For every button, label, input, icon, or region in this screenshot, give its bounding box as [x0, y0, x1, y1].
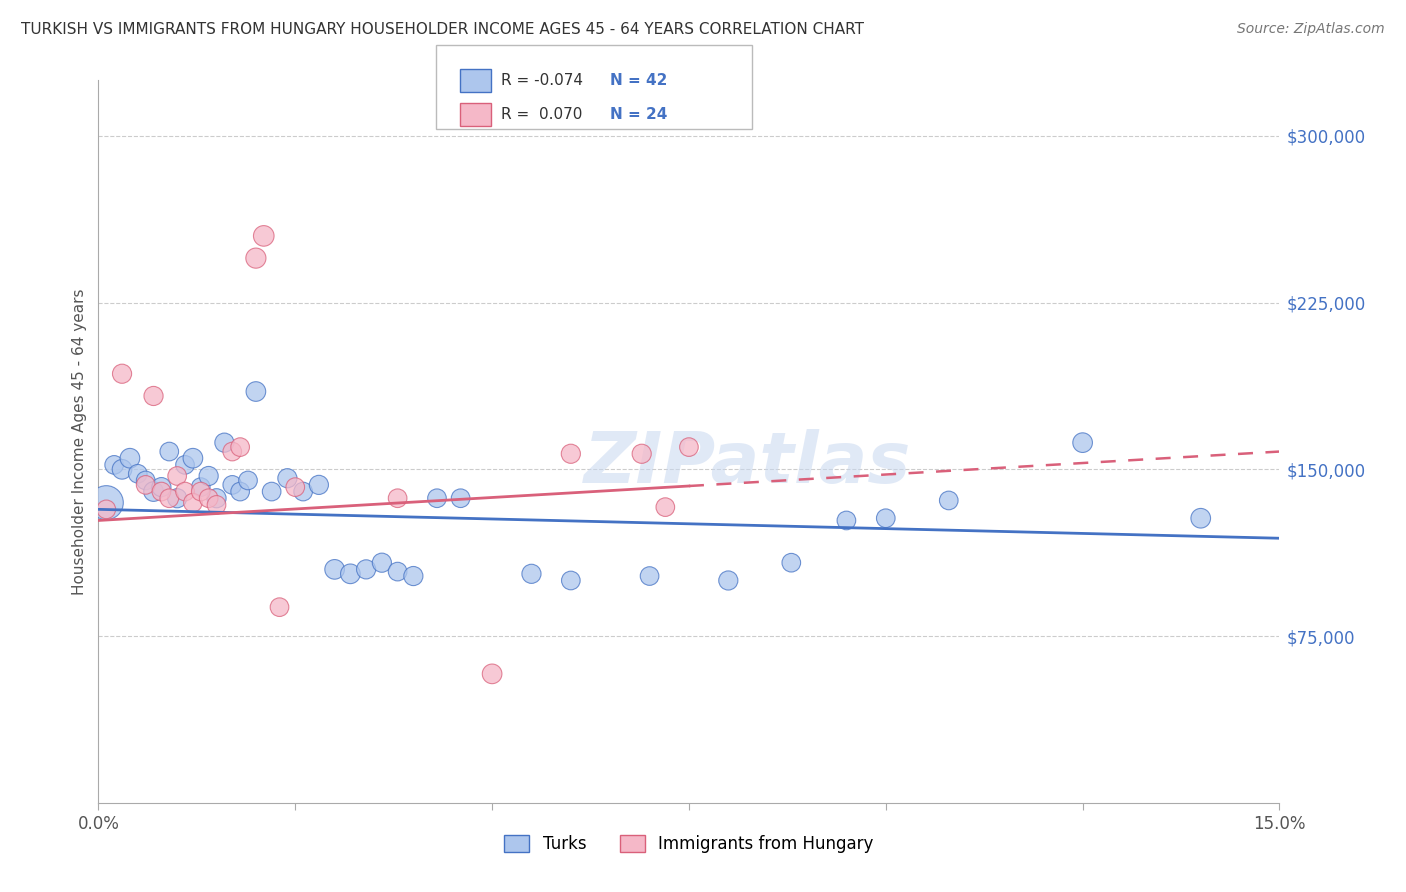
- Point: [142, 389, 165, 403]
- Text: R =  0.070: R = 0.070: [501, 107, 582, 121]
- Point: [245, 251, 267, 265]
- Point: [221, 478, 243, 492]
- Point: [387, 491, 409, 506]
- Point: [402, 569, 425, 583]
- Point: [174, 458, 197, 472]
- Point: [96, 502, 118, 516]
- Point: [560, 447, 582, 461]
- Point: [190, 484, 212, 499]
- Text: Source: ZipAtlas.com: Source: ZipAtlas.com: [1237, 22, 1385, 37]
- Point: [339, 566, 361, 581]
- Point: [520, 566, 543, 581]
- Point: [150, 484, 173, 499]
- Point: [717, 574, 740, 588]
- Point: [450, 491, 472, 506]
- Point: [205, 498, 228, 512]
- Point: [875, 511, 897, 525]
- Point: [135, 474, 157, 488]
- Point: [111, 462, 134, 476]
- Point: [269, 600, 291, 615]
- Point: [354, 562, 377, 576]
- Point: [245, 384, 267, 399]
- Point: [150, 480, 173, 494]
- Point: [118, 451, 141, 466]
- Point: [166, 491, 188, 506]
- Point: [654, 500, 676, 515]
- Text: N = 42: N = 42: [610, 73, 668, 87]
- Point: [127, 467, 149, 481]
- Point: [560, 574, 582, 588]
- Point: [214, 435, 236, 450]
- Point: [253, 228, 276, 243]
- Point: [197, 491, 219, 506]
- Point: [638, 569, 661, 583]
- Point: [205, 491, 228, 506]
- Point: [284, 480, 307, 494]
- Point: [835, 513, 858, 527]
- Point: [135, 478, 157, 492]
- Y-axis label: Householder Income Ages 45 - 64 years: Householder Income Ages 45 - 64 years: [72, 288, 87, 595]
- Point: [481, 666, 503, 681]
- Point: [229, 440, 252, 454]
- Point: [1189, 511, 1212, 525]
- Point: [292, 484, 315, 499]
- Point: [229, 484, 252, 499]
- Point: [174, 484, 197, 499]
- Text: R = -0.074: R = -0.074: [501, 73, 582, 87]
- Point: [323, 562, 346, 576]
- Point: [181, 451, 204, 466]
- Legend: Turks, Immigrants from Hungary: Turks, Immigrants from Hungary: [498, 828, 880, 860]
- Point: [308, 478, 330, 492]
- Point: [426, 491, 449, 506]
- Point: [371, 556, 394, 570]
- Point: [197, 469, 219, 483]
- Point: [938, 493, 960, 508]
- Text: N = 24: N = 24: [610, 107, 668, 121]
- Point: [260, 484, 283, 499]
- Point: [190, 480, 212, 494]
- Point: [96, 496, 118, 510]
- Point: [221, 444, 243, 458]
- Point: [630, 447, 652, 461]
- Point: [678, 440, 700, 454]
- Point: [236, 474, 259, 488]
- Point: [780, 556, 803, 570]
- Point: [142, 484, 165, 499]
- Point: [181, 496, 204, 510]
- Point: [157, 444, 180, 458]
- Point: [111, 367, 134, 381]
- Point: [276, 471, 298, 485]
- Point: [103, 458, 125, 472]
- Point: [1071, 435, 1094, 450]
- Text: TURKISH VS IMMIGRANTS FROM HUNGARY HOUSEHOLDER INCOME AGES 45 - 64 YEARS CORRELA: TURKISH VS IMMIGRANTS FROM HUNGARY HOUSE…: [21, 22, 865, 37]
- Point: [157, 491, 180, 506]
- Point: [387, 565, 409, 579]
- Text: ZIPatlas: ZIPatlas: [585, 429, 911, 498]
- Point: [166, 469, 188, 483]
